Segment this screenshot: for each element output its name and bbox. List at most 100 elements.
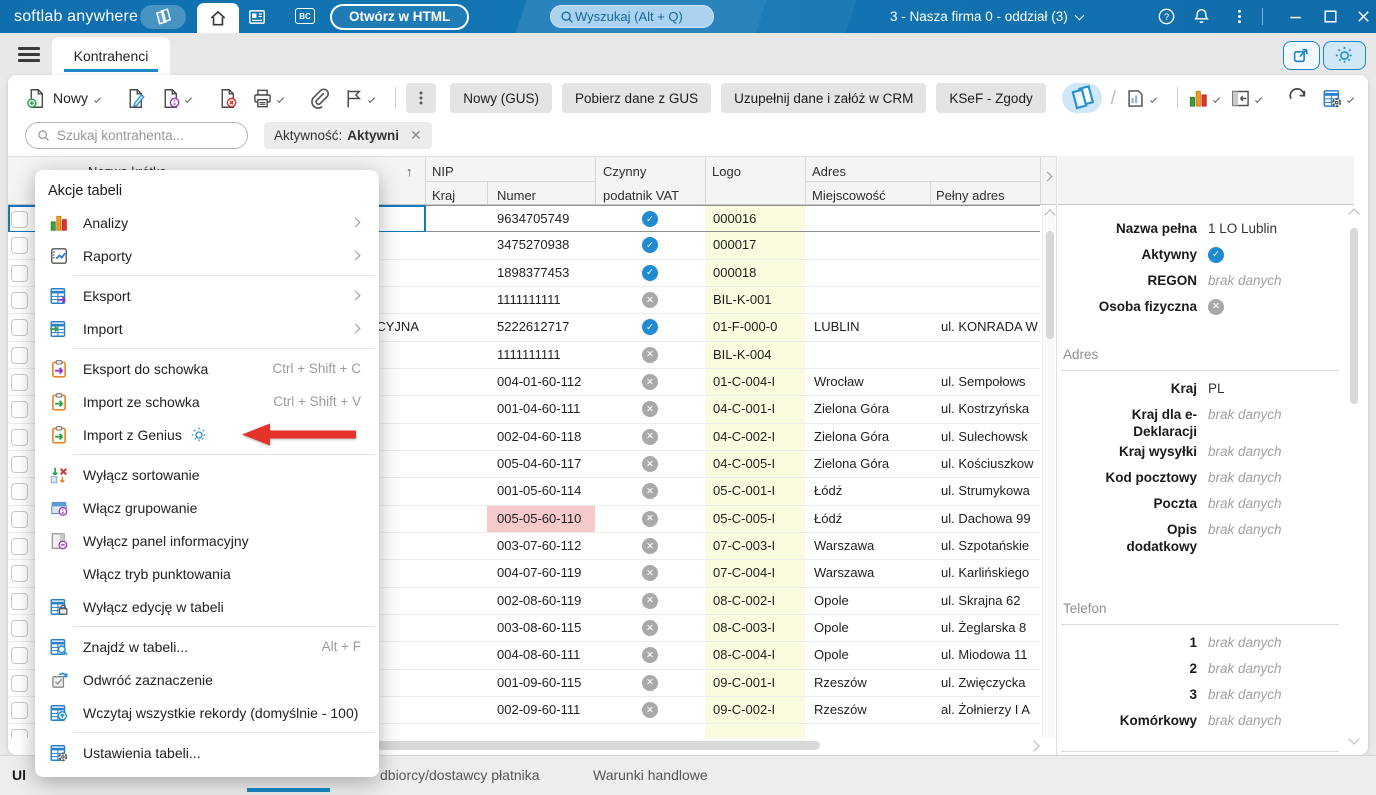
home-tab[interactable] [197, 3, 239, 33]
row-checkbox[interactable] [11, 374, 28, 392]
row-checkbox[interactable] [11, 456, 28, 474]
crm-complete-button[interactable]: Uzupełnij dane i załóż w CRM [721, 83, 927, 113]
scrollbar-thumb[interactable] [1045, 231, 1054, 339]
row-checkbox[interactable] [11, 237, 28, 255]
scroll-up-icon[interactable] [1044, 209, 1056, 221]
menu-item-eksport-do-schowka[interactable]: Eksport do schowka Ctrl + Shift + C [35, 352, 379, 385]
open-in-html-button[interactable]: Otwórz w HTML [330, 4, 470, 30]
row-checkbox[interactable] [11, 211, 28, 228]
chevron-down-icon[interactable] [185, 95, 193, 103]
row-checkbox[interactable] [11, 264, 28, 282]
row-checkbox[interactable] [11, 401, 28, 419]
column-header-city[interactable]: Miejscowość [812, 188, 886, 203]
row-checkbox[interactable] [11, 729, 28, 738]
menu-item-raporty[interactable]: Raporty [35, 239, 379, 272]
chevron-down-icon[interactable] [1346, 95, 1354, 103]
document-info-icon[interactable] [160, 88, 181, 109]
more-actions-button[interactable] [406, 83, 437, 113]
row-checkbox[interactable] [11, 592, 28, 610]
news-icon[interactable] [247, 7, 267, 27]
chevron-down-icon[interactable] [367, 95, 376, 103]
minimize-button[interactable] [1286, 7, 1305, 26]
windows-switcher-button[interactable] [140, 5, 186, 29]
remove-filter-icon[interactable]: ✕ [410, 126, 422, 143]
menu-item-import-ze-schowka[interactable]: Import ze schowka Ctrl + Shift + V [35, 385, 379, 418]
bottom-tab-fragment[interactable]: Ul [12, 767, 26, 783]
maximize-button[interactable] [1321, 7, 1340, 26]
global-search-input[interactable] [575, 9, 695, 24]
ksef-consents-button[interactable]: KSeF - Zgody [936, 83, 1046, 113]
table-horizontal-scrollbar[interactable] [8, 739, 1056, 752]
chevron-down-icon[interactable] [1213, 95, 1221, 103]
row-checkbox[interactable] [11, 292, 28, 310]
pages-icon-button[interactable] [1061, 83, 1102, 113]
row-checkbox[interactable] [11, 538, 28, 556]
company-selector[interactable]: 3 - Nasza firma 0 - oddział (3) [890, 0, 1085, 33]
menu-item-wyłącz-sortowanie[interactable]: Wyłącz sortowanie [35, 458, 379, 491]
menu-item-wyłącz-edycję-w-tabeli[interactable]: Wyłącz edycję w tabeli [35, 590, 379, 623]
scrollbar-thumb[interactable] [1349, 228, 1358, 404]
menu-item-eksport[interactable]: Eksport [35, 279, 379, 312]
table-vertical-scrollbar[interactable] [1042, 205, 1056, 738]
chevron-down-icon[interactable] [1149, 95, 1158, 103]
sort-ascending-indicator[interactable]: ↑ [406, 164, 413, 179]
new-gus-button[interactable]: Nowy (GUS) [450, 83, 553, 113]
close-button[interactable] [1354, 7, 1373, 26]
bc-module-icon[interactable]: BC [295, 8, 315, 24]
share-export-button[interactable] [1283, 41, 1320, 70]
column-header-vat-line2[interactable]: podatnik VAT [603, 188, 680, 203]
column-header-address[interactable]: Adres [812, 164, 846, 179]
menu-item-ustawienia-tabeli-[interactable]: Ustawienia tabeli... [35, 736, 379, 769]
document-delete-icon[interactable] [217, 88, 238, 109]
scrollbar-thumb[interactable] [38, 741, 820, 750]
row-checkbox[interactable] [11, 510, 28, 528]
menu-item-odwróć-zaznaczenie[interactable]: Odwróć zaznaczenie [35, 663, 379, 696]
contractor-search[interactable] [25, 121, 248, 149]
edit-pencil-icon[interactable] [125, 88, 146, 109]
chevron-down-icon[interactable] [94, 95, 102, 103]
expand-column-icon[interactable] [1042, 171, 1053, 182]
column-header-logo[interactable]: Logo [712, 164, 741, 179]
column-header-full-address[interactable]: Pełny adres [936, 188, 1005, 203]
table-settings-icon[interactable] [1322, 88, 1343, 109]
column-header-number[interactable]: Numer [497, 188, 537, 203]
kebab-menu-icon[interactable] [1230, 7, 1249, 26]
new-button[interactable]: Nowy [53, 90, 89, 106]
printer-icon[interactable] [252, 88, 273, 109]
notifications-bell-icon[interactable] [1192, 7, 1211, 26]
flag-icon[interactable] [343, 88, 364, 109]
column-header-country[interactable]: Kraj [432, 188, 456, 203]
scroll-right-icon[interactable] [1028, 740, 1040, 752]
menu-item-włącz-grupowanie[interactable]: Włącz grupowanie [35, 491, 379, 524]
scroll-down-icon[interactable] [1348, 733, 1360, 745]
row-checkbox[interactable] [11, 702, 28, 720]
menu-item-import[interactable]: Import [35, 312, 379, 345]
new-document-icon[interactable] [26, 88, 47, 109]
genius-assistant-button[interactable] [1323, 41, 1366, 70]
column-header-vat-line1[interactable]: Czynny [603, 164, 647, 179]
row-checkbox[interactable] [11, 565, 28, 583]
filter-chip-activity[interactable]: Aktywność: Aktywni ✕ [264, 121, 432, 149]
row-checkbox[interactable] [11, 620, 28, 638]
global-search[interactable] [550, 5, 714, 28]
row-checkbox[interactable] [11, 647, 28, 665]
detail-panel-scrollbar[interactable] [1347, 206, 1360, 749]
document-report-icon[interactable] [1125, 88, 1146, 109]
contractor-search-input[interactable] [57, 127, 227, 143]
bar-chart-icon[interactable] [1188, 88, 1209, 109]
fetch-gus-button[interactable]: Pobierz dane z GUS [562, 83, 712, 113]
menu-item-wczytaj-wszystkie-rekordy-domyślnie-100-[interactable]: Wczytaj wszystkie rekordy (domyślnie - 1… [35, 696, 379, 729]
paperclip-icon[interactable] [308, 87, 329, 109]
menu-item-analizy[interactable]: Analizy [35, 206, 379, 239]
menu-item-import-z-genius[interactable]: Import z Genius [35, 418, 379, 451]
menu-item-włącz-tryb-punktowania[interactable]: Włącz tryb punktowania [35, 557, 379, 590]
chevron-down-icon[interactable] [1255, 95, 1263, 103]
tab-kontrahenci[interactable]: Kontrahenci [52, 37, 170, 75]
bottom-tab-recipients[interactable]: dbiorcy/dostawcy płatnika [380, 767, 540, 783]
row-checkbox[interactable] [11, 346, 28, 364]
row-checkbox[interactable] [11, 483, 28, 501]
chevron-down-icon[interactable] [276, 95, 284, 103]
column-header-nip[interactable]: NIP [432, 164, 454, 179]
row-checkbox[interactable] [11, 319, 28, 337]
help-icon[interactable]: ? [1157, 7, 1176, 26]
